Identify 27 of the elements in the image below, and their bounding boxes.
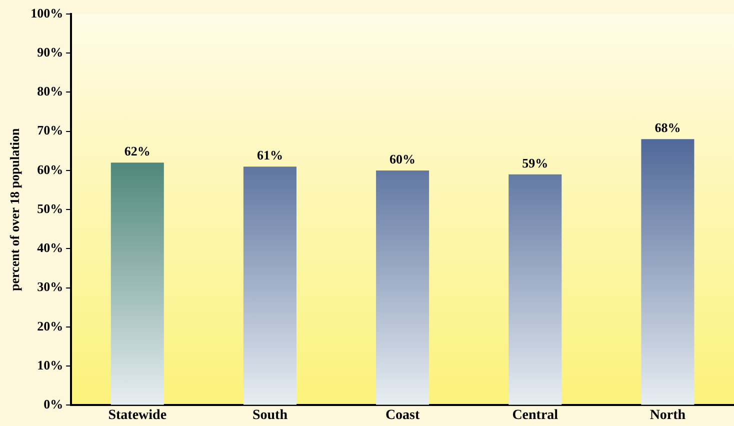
y-tick-label: 70% (37, 122, 64, 138)
x-tick-label: Central (512, 408, 558, 424)
bar (641, 139, 694, 405)
y-tick-label: 90% (37, 44, 64, 60)
data-label: 60% (390, 151, 416, 166)
x-tick-label: North (650, 408, 686, 424)
bar (243, 166, 296, 405)
bar (110, 162, 164, 405)
bar (508, 174, 562, 405)
x-tick-label: Statewide (108, 408, 167, 424)
y-tick-label: 10% (37, 357, 64, 372)
y-tick-label: 40% (37, 240, 64, 256)
y-tick-label: 0% (44, 396, 64, 412)
data-label: 62% (124, 144, 150, 159)
y-tick-label: 100% (30, 5, 64, 20)
y-tick-label: 20% (37, 318, 64, 334)
data-label: 68% (654, 120, 681, 136)
data-label: 59% (522, 155, 548, 170)
y-tick-label: 30% (37, 279, 64, 294)
bar (376, 170, 430, 405)
y-axis-title: percent of over 18 population (7, 127, 22, 291)
y-tick-label: 80% (37, 84, 64, 99)
x-tick-label: South (252, 408, 288, 424)
data-label: 61% (256, 147, 283, 162)
x-tick-label: Coast (385, 408, 420, 424)
y-tick-label: 60% (37, 162, 64, 177)
y-tick-label: 50% (37, 200, 64, 216)
